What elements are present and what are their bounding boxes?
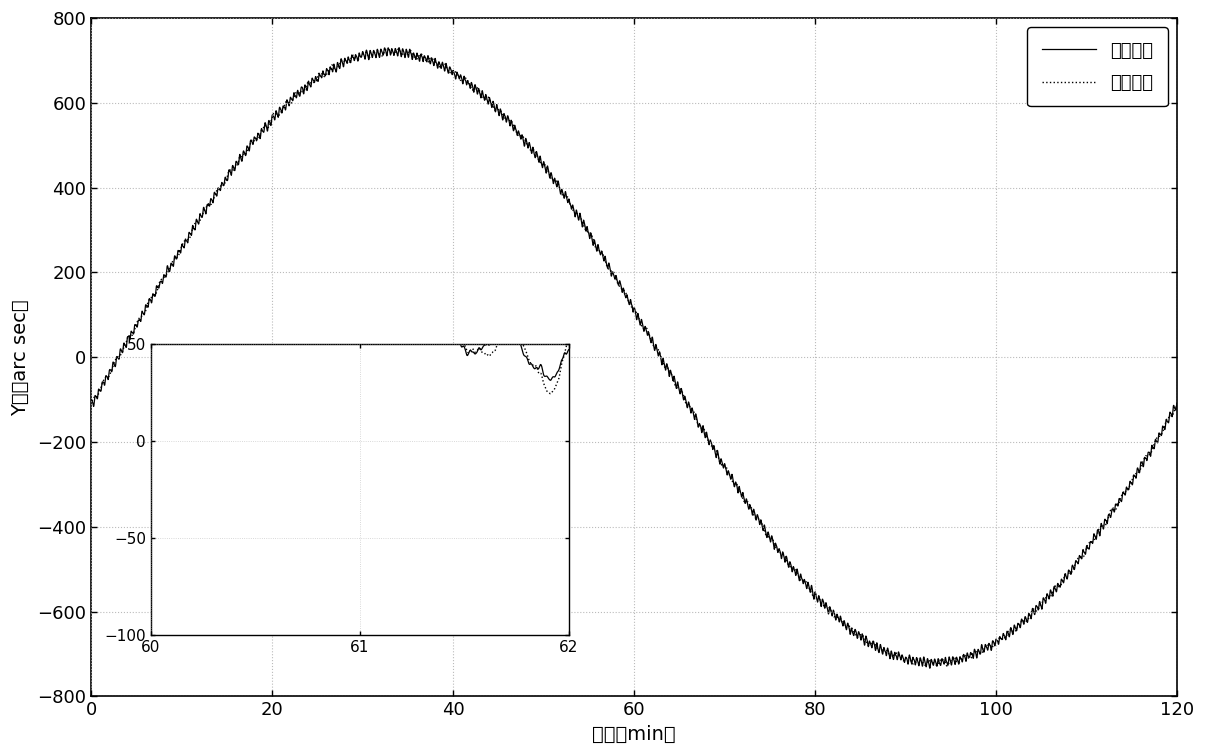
仿真曲线: [392, 43, 406, 52]
X-axis label: 时间（min）: 时间（min）: [592, 725, 676, 744]
估计曲线: [336, 57, 351, 66]
估计曲线: [493, 106, 507, 115]
仿真曲线: [342, 55, 357, 64]
估计曲线: [84, 400, 99, 409]
Line: 估计曲线: 估计曲线: [92, 49, 1177, 666]
估计曲线: [342, 59, 357, 68]
仿真曲线: [347, 55, 362, 64]
估计曲线: [1162, 414, 1176, 423]
估计曲线: [392, 45, 406, 54]
Line: 仿真曲线: 仿真曲线: [92, 48, 1177, 668]
估计曲线: [570, 209, 584, 218]
仿真曲线: [1170, 399, 1185, 408]
Legend: 仿真曲线, 估计曲线: 仿真曲线, 估计曲线: [1028, 27, 1168, 106]
仿真曲线: [570, 211, 584, 220]
仿真曲线: [336, 61, 351, 70]
估计曲线: [1170, 400, 1185, 409]
仿真曲线: [493, 104, 507, 113]
仿真曲线: [84, 396, 99, 405]
估计曲线: [347, 52, 362, 61]
估计曲线: [940, 661, 954, 670]
Y-axis label: Y轴（arc sec）: Y轴（arc sec）: [11, 299, 30, 415]
仿真曲线: [923, 664, 937, 673]
仿真曲线: [1162, 418, 1176, 427]
